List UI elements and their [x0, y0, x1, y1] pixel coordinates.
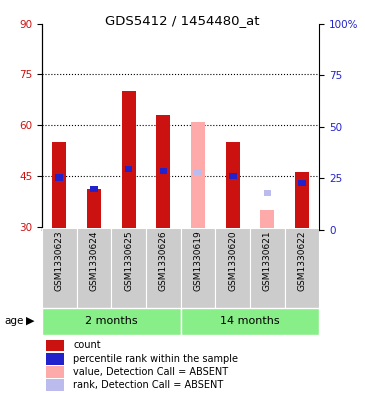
Text: GSM1330626: GSM1330626: [159, 230, 168, 291]
Bar: [250, 228, 285, 309]
Text: 2 months: 2 months: [85, 316, 138, 326]
Text: GSM1330621: GSM1330621: [263, 230, 272, 291]
Bar: [260, 209, 274, 230]
Bar: [295, 173, 309, 230]
Text: GSM1330625: GSM1330625: [124, 230, 133, 291]
Bar: [215, 228, 250, 309]
Bar: [122, 91, 136, 230]
Bar: [46, 366, 64, 378]
Text: GSM1330620: GSM1330620: [228, 230, 237, 291]
Bar: [194, 169, 202, 175]
Text: GSM1330619: GSM1330619: [193, 230, 203, 291]
Text: GSM1330622: GSM1330622: [297, 230, 307, 291]
Bar: [146, 228, 181, 309]
Bar: [226, 142, 239, 230]
Bar: [191, 122, 205, 230]
Bar: [42, 308, 181, 334]
Bar: [125, 166, 132, 172]
Bar: [46, 353, 64, 365]
Bar: [264, 190, 271, 196]
Bar: [90, 186, 98, 192]
Text: GSM1330623: GSM1330623: [55, 230, 64, 291]
Bar: [298, 180, 306, 185]
Text: rank, Detection Call = ABSENT: rank, Detection Call = ABSENT: [73, 380, 224, 390]
Text: value, Detection Call = ABSENT: value, Detection Call = ABSENT: [73, 367, 228, 377]
Bar: [111, 228, 146, 309]
Bar: [46, 340, 64, 351]
Bar: [46, 379, 64, 391]
Bar: [160, 168, 167, 174]
Bar: [229, 173, 237, 179]
Bar: [181, 228, 215, 309]
Bar: [55, 174, 63, 180]
Bar: [181, 308, 319, 334]
Text: ▶: ▶: [26, 316, 35, 326]
Bar: [285, 228, 319, 309]
Text: 14 months: 14 months: [220, 316, 280, 326]
Bar: [87, 189, 101, 230]
Bar: [53, 142, 66, 230]
Text: age: age: [4, 316, 24, 326]
Bar: [42, 228, 77, 309]
Text: GDS5412 / 1454480_at: GDS5412 / 1454480_at: [105, 14, 260, 27]
Bar: [77, 228, 111, 309]
Text: percentile rank within the sample: percentile rank within the sample: [73, 354, 238, 364]
Bar: [156, 115, 170, 230]
Text: count: count: [73, 340, 101, 351]
Text: GSM1330624: GSM1330624: [89, 230, 99, 291]
